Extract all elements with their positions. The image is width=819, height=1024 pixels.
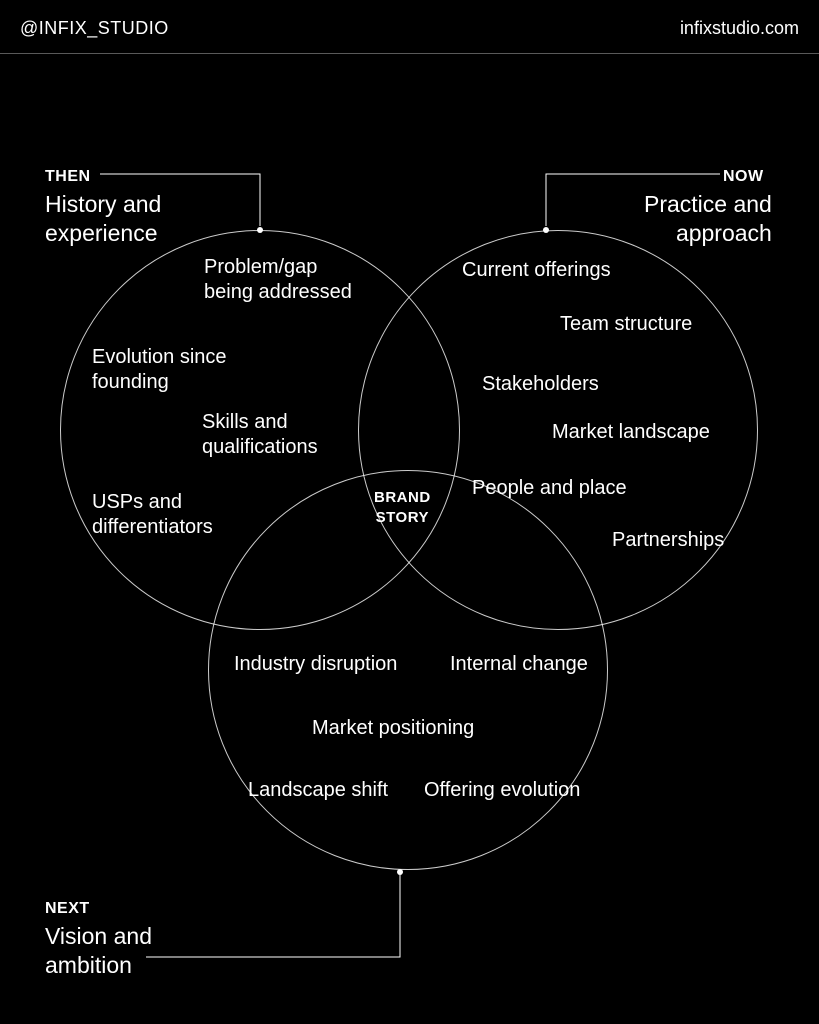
then-item: Problem/gapbeing addressed bbox=[204, 255, 352, 305]
next-item: Industry disruption bbox=[234, 652, 397, 677]
section-title-next: NEXT bbox=[45, 900, 90, 918]
section-title-then: THEN bbox=[45, 168, 91, 186]
now-item: Stakeholders bbox=[482, 372, 599, 397]
next-item: Market positioning bbox=[312, 716, 474, 741]
then-item: Skills andqualifications bbox=[202, 410, 318, 460]
section-subtitle-next: Vision andambition bbox=[45, 922, 152, 980]
venn-diagram: THEN History andexperience NOW Practice … bbox=[0, 60, 819, 1024]
website-domain: infixstudio.com bbox=[680, 18, 799, 39]
next-item: Offering evolution bbox=[424, 778, 580, 803]
center-line1: BRAND bbox=[374, 489, 431, 506]
social-handle: @INFIX_STUDIO bbox=[20, 18, 169, 39]
center-line2: STORY bbox=[376, 509, 429, 526]
then-item: Evolution sincefounding bbox=[92, 345, 227, 395]
then-item: USPs anddifferentiators bbox=[92, 490, 213, 540]
now-item: Team structure bbox=[560, 312, 692, 337]
center-label: BRAND STORY bbox=[374, 488, 431, 527]
next-item: Landscape shift bbox=[248, 778, 388, 803]
section-subtitle-then: History andexperience bbox=[45, 190, 161, 248]
now-item: Partnerships bbox=[612, 528, 724, 553]
header: @INFIX_STUDIO infixstudio.com bbox=[0, 0, 819, 54]
now-item: Market landscape bbox=[552, 420, 710, 445]
next-item: Internal change bbox=[450, 652, 588, 677]
section-subtitle-now: Practice andapproach bbox=[644, 190, 772, 248]
now-item: People and place bbox=[472, 476, 627, 501]
section-title-now: NOW bbox=[723, 168, 764, 186]
now-item: Current offerings bbox=[462, 258, 611, 283]
